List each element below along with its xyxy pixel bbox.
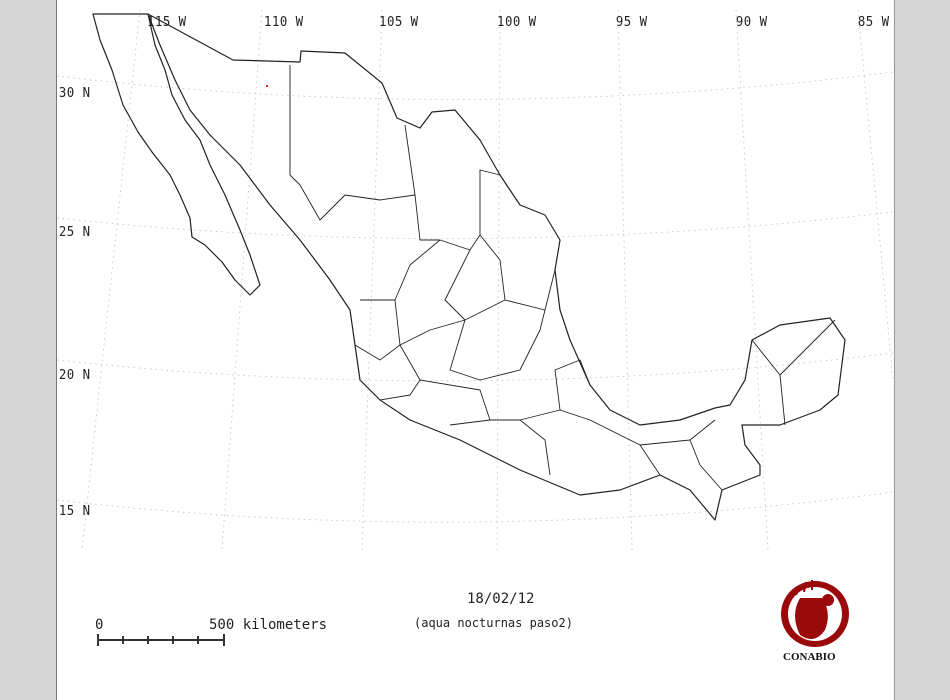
map-date: 18/02/12 (467, 591, 535, 607)
lat-label-15: 15 N (58, 504, 91, 519)
lon-label-95: 95 W (615, 15, 648, 30)
logo-text: CONABIO (783, 651, 836, 663)
scale-bar (97, 634, 225, 646)
graticule-lon-95 (617, 9, 633, 551)
lat-label-20: 20 N (58, 368, 91, 383)
mainland-outline (147, 13, 846, 521)
graticule-lat-15 (56, 491, 894, 523)
map-subtitle: (aqua nocturnas paso2) (414, 616, 573, 630)
scale-end-label: 500 kilometers (209, 617, 328, 633)
hotspot-marker (266, 85, 268, 87)
graticule (56, 9, 894, 551)
graticule-lon-100 (496, 9, 501, 551)
graticule-lon-115 (81, 9, 141, 551)
graticule-lat-20 (56, 352, 894, 382)
lon-label-110: 110 W (264, 15, 304, 30)
graticule-lat-30 (56, 71, 894, 101)
state-borders (289, 65, 836, 491)
lon-label-100: 100 W (497, 15, 537, 30)
baja-california-outline (92, 13, 261, 296)
lon-label-105: 105 W (379, 15, 419, 30)
lon-label-115: 115 W (147, 15, 187, 30)
graticule-lon-85 (857, 9, 894, 381)
scale-start-label: 0 (95, 617, 104, 633)
coastline-and-borders (92, 13, 846, 521)
graticule-lon-90 (735, 9, 769, 551)
graticule-lon-105 (361, 9, 383, 551)
lat-label-30: 30 N (58, 86, 91, 101)
graticule-lat-25 (56, 211, 894, 240)
lat-label-25: 25 N (58, 225, 91, 240)
graticule-lon-110 (221, 9, 263, 551)
lon-label-85: 85 W (857, 15, 890, 30)
conabio-logo (781, 580, 849, 647)
lon-label-90: 90 W (735, 15, 768, 30)
